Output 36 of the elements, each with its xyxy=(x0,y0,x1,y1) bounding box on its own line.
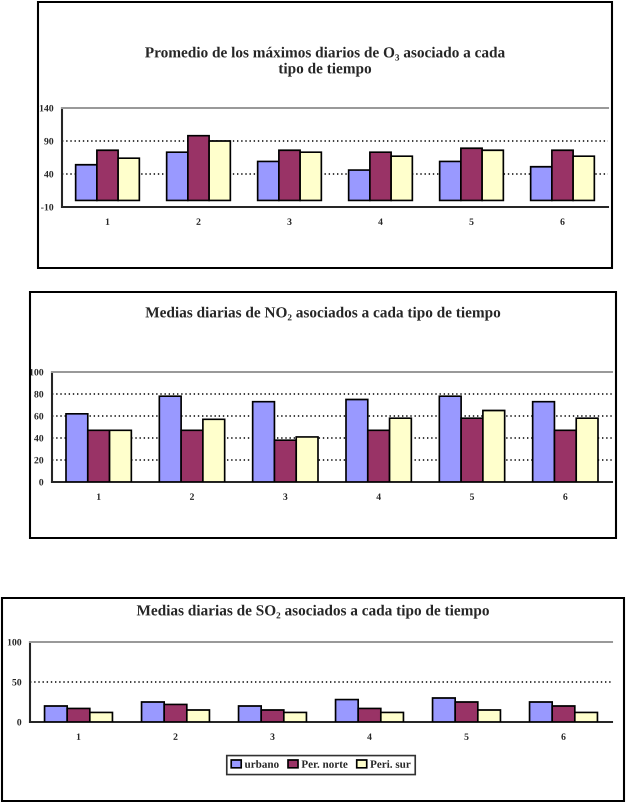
x-tick-label: 1 xyxy=(97,493,101,500)
x-tick-label: 6 xyxy=(560,218,565,225)
y-tick-label: 60 xyxy=(34,412,44,420)
x-tick-label: 3 xyxy=(287,218,292,225)
chart-title: Medias diarias de NO₂ asociados a cada tipo de tiempo xyxy=(145,306,500,321)
legend-label: Per. norte xyxy=(302,760,348,768)
x-tick-label: 2 xyxy=(173,733,178,740)
x-tick-label: 4 xyxy=(367,733,372,740)
y-tick-label: 0 xyxy=(39,478,44,486)
y-tick-label: 40 xyxy=(44,170,54,178)
x-tick-label: 5 xyxy=(464,733,469,740)
y-tick-label: -10 xyxy=(41,204,54,210)
chart-title: Medias diarias de SO₂ asociados a cada tipo de tiempo xyxy=(136,604,489,619)
x-tick-label: 2 xyxy=(190,493,194,500)
x-tick-label: 1 xyxy=(106,218,110,225)
x-tick-label: 2 xyxy=(196,218,201,225)
y-tick-label: 90 xyxy=(44,138,54,144)
y-tick-label: 80 xyxy=(34,390,44,398)
y-tick-label: 140 xyxy=(40,104,54,112)
x-tick-label: 1 xyxy=(76,733,80,740)
y-tick-label: 20 xyxy=(34,456,44,464)
x-tick-label: 3 xyxy=(283,493,288,500)
x-tick-label: 5 xyxy=(469,218,474,225)
legend-label: Peri. sur xyxy=(370,760,411,768)
y-tick-label: 40 xyxy=(34,434,44,442)
chart-title: Promedio de los máximos diarios de O₃ asociado a cada tipo de tiempo xyxy=(145,46,505,77)
x-tick-label: 6 xyxy=(563,493,568,500)
x-tick-label: 4 xyxy=(376,493,381,500)
x-tick-label: 5 xyxy=(470,493,474,500)
x-tick-label: 4 xyxy=(378,218,383,225)
x-tick-label: 3 xyxy=(270,733,275,740)
y-tick-label: 0 xyxy=(17,718,22,726)
y-tick-label: 50 xyxy=(12,678,22,686)
x-tick-label: 6 xyxy=(561,733,566,740)
y-tick-label: 100 xyxy=(8,638,22,646)
legend-label: urbano xyxy=(244,760,279,768)
